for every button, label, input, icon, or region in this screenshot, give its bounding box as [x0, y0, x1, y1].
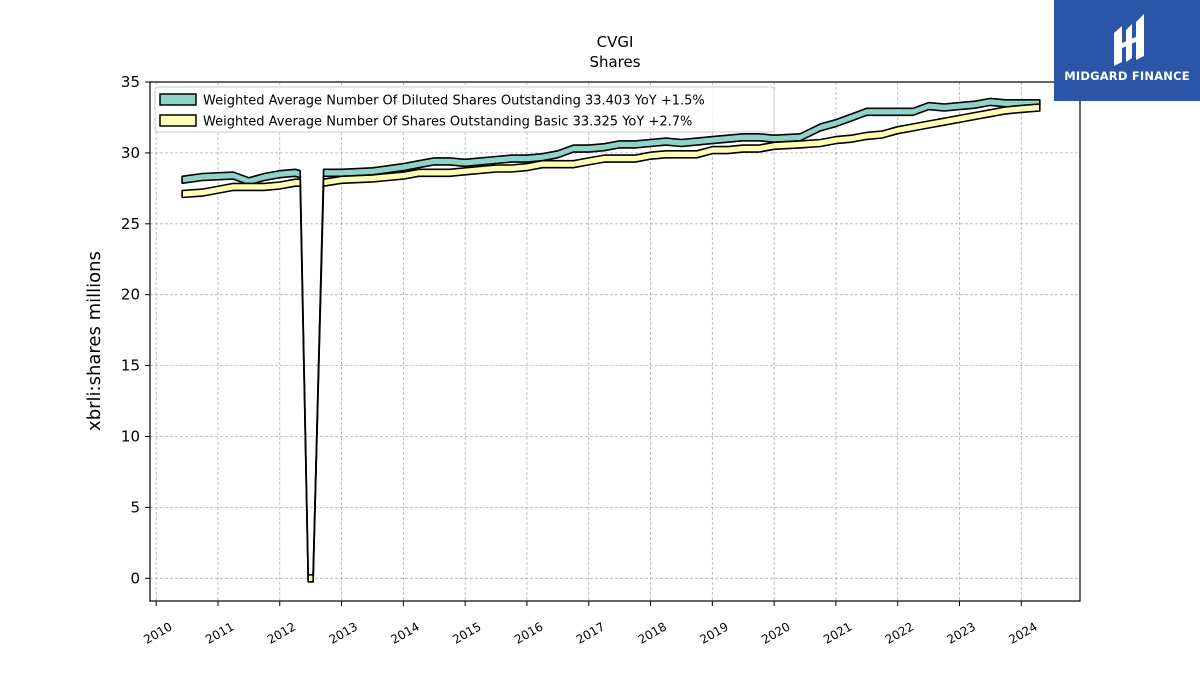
plot-frame: [149, 81, 1081, 602]
y-tick-label: 0: [130, 569, 140, 587]
x-tick-label: 2014: [388, 619, 421, 646]
series-layer: [181, 97, 1041, 583]
y-tick-label: 10: [121, 428, 140, 446]
x-tick-label: 2015: [450, 619, 483, 646]
legend-label-basic: Weighted Average Number Of Shares Outsta…: [203, 115, 692, 130]
midgard-logo-icon: [1114, 14, 1144, 66]
legend-swatch-basic: [159, 114, 197, 127]
midgard-finance-logo: MIDGARD FINANCE: [1054, 0, 1200, 101]
x-tick-label: 2021: [821, 619, 854, 646]
x-axis: 2010 2011 2012 2013 2014 2015 2016 2017 2018 2019…: [141, 601, 1040, 647]
y-tick-label: 30: [121, 144, 140, 162]
legend-swatch-diluted: [159, 93, 197, 106]
chart-subtitle: Shares: [589, 53, 640, 71]
y-axis: 0 5 10 15 20 25 30 35: [121, 73, 150, 587]
legend: Weighted Average Number Of Diluted Share…: [154, 86, 775, 133]
x-tick-label: 2019: [697, 619, 730, 646]
x-tick-label: 2023: [945, 619, 978, 646]
y-tick-label: 35: [121, 73, 140, 91]
x-tick-label: 2024: [1006, 619, 1039, 646]
legend-box: [154, 86, 775, 133]
x-tick-label: 2017: [574, 619, 607, 646]
x-tick-label: 2022: [883, 619, 916, 646]
logo-text: MIDGARD FINANCE: [1064, 69, 1190, 83]
y-tick-label: 25: [121, 215, 140, 233]
chart-title: CVGI: [597, 33, 634, 51]
y-tick-label: 15: [121, 357, 140, 375]
x-tick-label: 2012: [265, 619, 298, 646]
x-tick-label: 2011: [203, 619, 236, 646]
x-tick-label: 2010: [141, 619, 174, 646]
series-band-0: [181, 97, 1041, 583]
series-band-1: [181, 103, 1041, 583]
x-tick-label: 2013: [327, 619, 360, 646]
y-tick-label: 20: [121, 286, 140, 304]
x-tick-label: 2018: [636, 619, 669, 646]
x-tick-label: 2016: [512, 619, 545, 646]
legend-label-diluted: Weighted Average Number Of Diluted Share…: [203, 94, 705, 109]
x-tick-label: 2020: [759, 619, 792, 646]
y-axis-title: xbrli:shares millions: [84, 251, 105, 431]
y-tick-label: 5: [130, 498, 140, 516]
